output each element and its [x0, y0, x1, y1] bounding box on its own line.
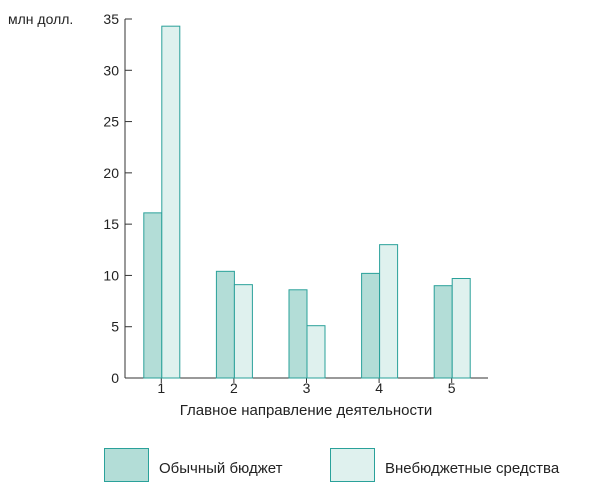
x-tick-label: 1 [157, 380, 165, 396]
bar [433, 285, 453, 379]
bar [161, 25, 181, 379]
bar [451, 278, 471, 379]
y-tick-label: 15 [103, 216, 119, 232]
legend-label-extrabudgetary: Внебюджетные средства [385, 460, 560, 477]
legend-swatch-regular-budget [104, 448, 149, 482]
bar [288, 289, 308, 379]
bar [143, 212, 163, 379]
y-tick-label: 20 [103, 165, 119, 181]
bar-chart: млн долл. Главное направление деятельнос… [8, 11, 488, 419]
y-axis-label: млн долл. [8, 11, 73, 27]
bar [215, 270, 235, 379]
y-tick-label: 10 [103, 267, 119, 283]
x-tick-label: 5 [448, 380, 456, 396]
legend-swatch-extrabudgetary [330, 448, 375, 482]
x-tick-label: 3 [303, 380, 311, 396]
y-tick-label: 25 [103, 114, 119, 130]
x-axis-label: Главное направление деятельности [180, 402, 433, 419]
x-tick-label: 2 [230, 380, 238, 396]
x-tick-label: 4 [375, 380, 383, 396]
bar [361, 272, 381, 379]
bar [379, 244, 399, 379]
y-tick-label: 0 [111, 370, 119, 386]
legend: Обычный бюджет Внебюджетные средства [0, 444, 600, 482]
bar [233, 284, 253, 379]
y-tick-label: 35 [103, 11, 119, 27]
legend-label-regular-budget: Обычный бюджет [159, 460, 283, 477]
bar [306, 325, 326, 379]
plot-area: 0 5 10 15 20 25 30 35 1 2 3 4 5 [103, 11, 488, 396]
y-tick-label: 5 [111, 319, 119, 335]
y-tick-label: 30 [103, 62, 119, 78]
